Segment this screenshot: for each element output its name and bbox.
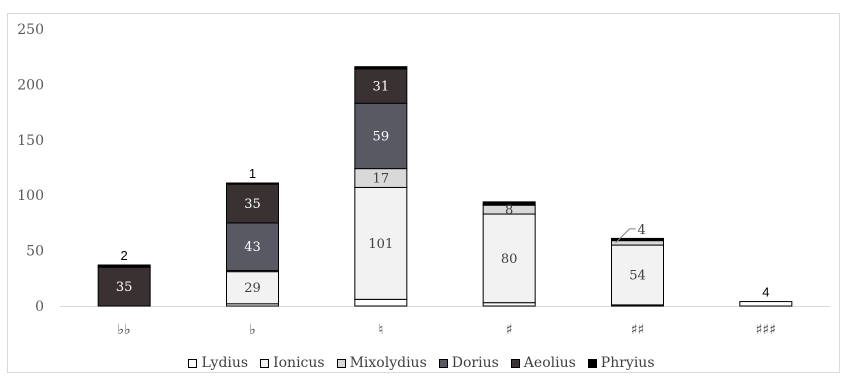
- y-tick-label: 250: [17, 22, 44, 38]
- bar-segment: [354, 102, 408, 170]
- x-category-label: ♯♯: [631, 322, 645, 338]
- y-tick-label: 0: [35, 299, 44, 315]
- data-label: 4: [638, 223, 646, 238]
- legend-label: Lydius: [201, 355, 249, 371]
- bar-segment: [354, 66, 408, 70]
- bar-segment: [611, 244, 664, 306]
- data-label: 101: [368, 237, 393, 252]
- data-label: 80: [501, 252, 518, 267]
- legend-item: Phryius: [587, 355, 655, 371]
- data-label: 17: [373, 172, 390, 187]
- bar-segment: [226, 182, 279, 185]
- legend-item: Ionicus: [260, 355, 325, 371]
- bar-segment: [482, 201, 536, 206]
- bar-segment: [354, 186, 408, 300]
- data-label: 1: [249, 166, 256, 181]
- y-tick-label: 50: [26, 244, 44, 260]
- legend-item: Lydius: [188, 355, 248, 371]
- legend-swatch: [260, 358, 270, 368]
- x-category-label: ♯♯♯: [756, 322, 776, 338]
- bar-segment: [226, 183, 279, 224]
- data-label: 4: [762, 285, 769, 300]
- bar-segment: [97, 266, 151, 307]
- legend-label: Mixolydius: [349, 355, 427, 371]
- bar-segment: [226, 271, 279, 305]
- y-tick-label: 100: [17, 188, 44, 204]
- data-label: 8: [505, 203, 513, 218]
- legend-label: Aeolius: [523, 355, 576, 371]
- data-label: 35: [116, 280, 133, 295]
- legend-swatch: [336, 358, 346, 368]
- bar-segment: [354, 68, 408, 104]
- data-label: 29: [244, 281, 261, 296]
- data-label: 2: [121, 248, 128, 263]
- x-category-label: ♮: [378, 322, 383, 338]
- legend-swatch: [510, 358, 520, 368]
- data-label: 35: [244, 197, 261, 212]
- x-category-label: ♭: [249, 322, 256, 338]
- legend: Lydius Ionicus Mixolydius Dorius Aeolius Phry…: [0, 353, 843, 373]
- legend-label: Dorius: [451, 355, 499, 371]
- legend-swatch: [587, 358, 597, 368]
- x-category-label: ♭♭: [118, 322, 131, 338]
- bar-segment: [739, 301, 793, 307]
- x-category-label: ♯: [506, 322, 513, 338]
- callout-leader-line: [615, 228, 636, 244]
- bar-segment: [226, 222, 279, 272]
- legend-label: Ionicus: [273, 355, 325, 371]
- bar-segment: [482, 213, 536, 304]
- data-label: 43: [244, 240, 261, 255]
- y-tick-label: 200: [17, 77, 44, 93]
- bar-segment: [611, 237, 664, 242]
- legend-item: Mixolydius: [336, 355, 427, 371]
- data-label: 31: [373, 80, 390, 95]
- data-label: 59: [373, 129, 390, 144]
- bar-segment: [354, 298, 408, 307]
- bar-segment: [611, 240, 664, 246]
- data-label: 54: [629, 268, 646, 283]
- legend-swatch: [438, 358, 448, 368]
- legend-label: Phryius: [600, 355, 655, 371]
- chart-frame: [7, 13, 840, 373]
- bar-segment: [97, 264, 151, 268]
- y-tick-label: 150: [17, 133, 44, 149]
- legend-item: Aeolius: [510, 355, 576, 371]
- legend-swatch: [188, 358, 198, 368]
- legend-item: Dorius: [438, 355, 499, 371]
